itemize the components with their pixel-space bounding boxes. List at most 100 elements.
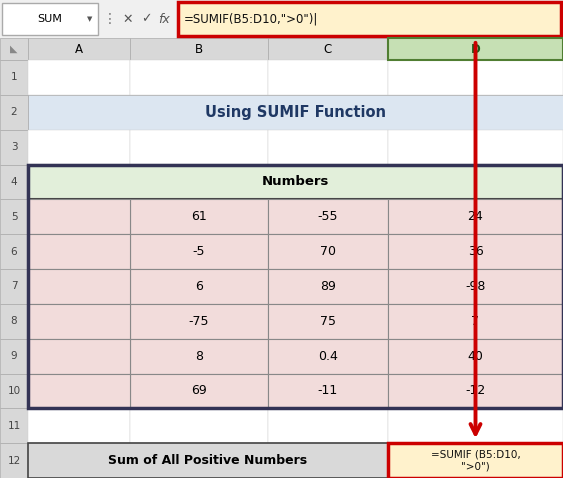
Text: 2: 2 <box>11 107 17 117</box>
Text: A: A <box>75 43 83 55</box>
Bar <box>388 130 563 164</box>
Bar <box>0 60 28 95</box>
Bar <box>130 373 268 408</box>
Text: 10: 10 <box>7 386 21 396</box>
Bar <box>28 408 130 443</box>
Bar <box>0 269 28 304</box>
Text: 89: 89 <box>320 280 336 293</box>
Bar <box>268 60 388 95</box>
Text: 40: 40 <box>467 349 484 363</box>
Text: 36: 36 <box>468 245 484 258</box>
Bar <box>388 304 563 339</box>
Bar <box>28 304 130 339</box>
Bar <box>0 199 28 234</box>
Bar <box>28 38 130 60</box>
Text: 8: 8 <box>195 349 203 363</box>
Bar <box>0 0 563 38</box>
Bar <box>28 60 130 95</box>
Bar <box>130 130 268 164</box>
Bar <box>130 234 268 269</box>
Text: 75: 75 <box>320 315 336 328</box>
Text: =SUMIF(B5:D10,">0")|: =SUMIF(B5:D10,">0")| <box>184 12 318 25</box>
Bar <box>28 199 130 234</box>
Text: SUM: SUM <box>38 14 62 24</box>
Text: 69: 69 <box>191 384 207 397</box>
Bar <box>268 373 388 408</box>
Text: 12: 12 <box>7 456 21 466</box>
Text: 11: 11 <box>7 421 21 431</box>
Bar <box>268 38 388 60</box>
Text: -12: -12 <box>466 384 486 397</box>
Text: D: D <box>471 43 480 55</box>
Text: -55: -55 <box>318 210 338 223</box>
Bar <box>0 38 563 60</box>
Bar <box>388 339 563 373</box>
Bar <box>388 443 563 478</box>
Text: =SUMIF (B5:D10,
">0"): =SUMIF (B5:D10, ">0") <box>431 450 520 471</box>
Text: 70: 70 <box>320 245 336 258</box>
Bar <box>0 234 28 269</box>
Bar <box>268 234 388 269</box>
Text: B: B <box>195 43 203 55</box>
Text: 4: 4 <box>11 177 17 187</box>
Text: 0.4: 0.4 <box>318 349 338 363</box>
Text: 6: 6 <box>11 247 17 257</box>
Text: Sum of All Positive Numbers: Sum of All Positive Numbers <box>109 454 307 467</box>
Bar <box>28 443 388 478</box>
Bar <box>268 199 388 234</box>
Text: Numbers: Numbers <box>262 175 329 188</box>
Bar <box>268 339 388 373</box>
Bar <box>0 443 28 478</box>
Bar <box>28 373 130 408</box>
Bar <box>130 199 268 234</box>
Bar <box>0 95 28 130</box>
Bar <box>130 60 268 95</box>
Bar <box>388 373 563 408</box>
Text: 7: 7 <box>11 282 17 292</box>
Bar <box>388 199 563 234</box>
Bar <box>178 2 561 36</box>
Text: 7: 7 <box>471 315 480 328</box>
Bar <box>130 339 268 373</box>
Text: ▼: ▼ <box>87 16 93 22</box>
Text: 5: 5 <box>11 212 17 222</box>
Bar <box>130 38 268 60</box>
Text: ⋮: ⋮ <box>103 12 117 26</box>
Bar <box>388 269 563 304</box>
Bar <box>28 164 563 199</box>
Bar <box>2 3 98 35</box>
Bar <box>0 38 28 60</box>
Text: -98: -98 <box>465 280 486 293</box>
Bar <box>28 130 130 164</box>
Bar <box>268 130 388 164</box>
Text: 9: 9 <box>11 351 17 361</box>
Bar <box>0 408 28 443</box>
Text: 3: 3 <box>11 142 17 152</box>
Bar <box>388 408 563 443</box>
Text: fx: fx <box>158 12 170 25</box>
Text: ◣: ◣ <box>10 44 18 54</box>
Bar <box>28 269 130 304</box>
Text: ✕: ✕ <box>123 12 133 25</box>
Bar <box>28 164 563 408</box>
Bar <box>388 60 563 95</box>
Bar <box>28 339 130 373</box>
Text: Using SUMIF Function: Using SUMIF Function <box>205 105 386 120</box>
Text: -75: -75 <box>189 315 209 328</box>
Bar <box>388 234 563 269</box>
Bar <box>130 304 268 339</box>
Text: C: C <box>324 43 332 55</box>
Bar <box>0 130 28 164</box>
Bar <box>388 38 563 60</box>
Bar <box>130 269 268 304</box>
Text: 8: 8 <box>11 316 17 326</box>
Text: 6: 6 <box>195 280 203 293</box>
Bar <box>130 408 268 443</box>
Bar <box>268 408 388 443</box>
Text: ✓: ✓ <box>141 12 151 25</box>
Bar <box>0 373 28 408</box>
Bar <box>0 164 28 199</box>
Bar <box>28 234 130 269</box>
Text: 61: 61 <box>191 210 207 223</box>
Bar <box>28 95 563 130</box>
